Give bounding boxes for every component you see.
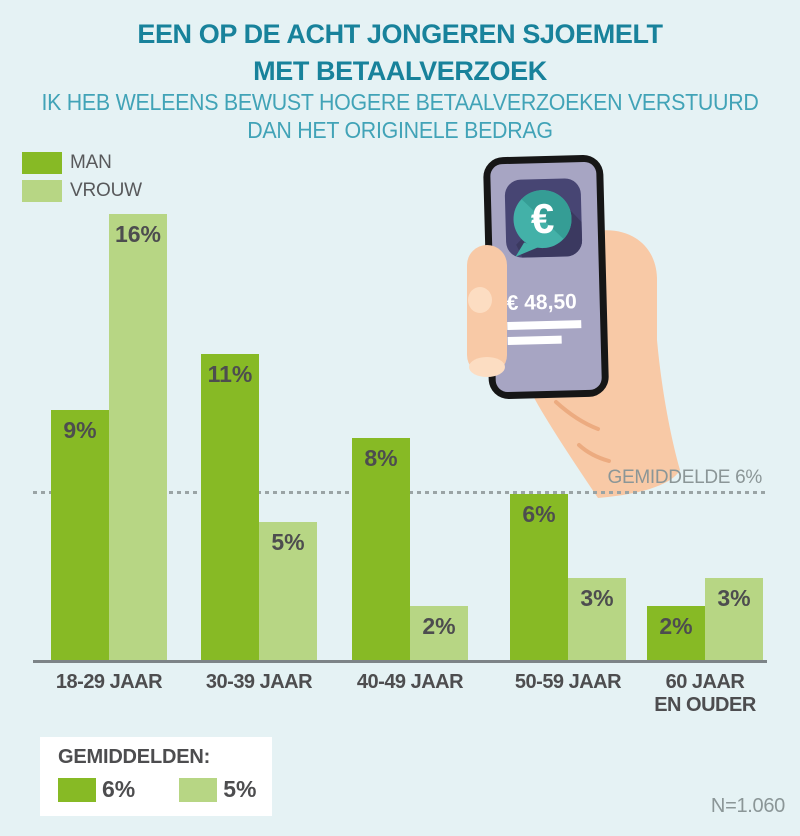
fingernail [468,287,492,313]
hand-holding-phone-illustration: € € 48,50 [467,154,680,498]
bar-group-18-29-jaar: 9% 16% 18-29 JAAR [51,0,167,693]
legend-item-vrouw: VROUW [22,180,142,202]
title-line-1: EEN OP DE ACHT JONGEREN SJOEMELT [137,19,663,49]
man-average-swatch [58,777,96,802]
euro-symbol: € [530,195,555,243]
screen-text-placeholder-bar [507,335,562,346]
sample-size-label: N=1.060 [710,795,785,817]
x-axis-line [33,660,767,663]
vrouw-average-swatch [179,777,218,802]
bar-value-label: 2% [659,613,693,639]
bar-vrouw-50-59-jaar: 3% [568,578,626,662]
screen-text-placeholder-bar [507,320,582,331]
bar-value-label: 3% [717,585,751,611]
wrist-crease-line [554,400,600,431]
bar-group-60-jaar-en-ouder: 2% 3% 60 JAAR EN OUDER [647,0,763,716]
bar-vrouw-18-29-jaar: 16% [109,214,167,662]
legend-label-vrouw: VROUW [70,180,142,201]
bar-man-30-39-jaar: 11% [201,354,259,662]
euro-speech-bubble-icon: € [504,178,583,258]
vrouw-average-value: 5% [223,776,257,802]
x-tick-label: 18-29 JAAR [55,671,163,693]
bar-value-label: 3% [580,585,614,611]
man-color-swatch [22,152,62,174]
x-tick-label: 30-39 JAAR [205,671,313,693]
averages-box-row: 6% 5% [58,776,272,803]
bar-man-60-jaar-en-ouder: 2% [647,606,705,662]
subtitle-line-1: IK HEB WELEENS BEWUST HOGERE BETAALVERZO… [41,89,759,115]
smartphone-illustration: € € 48,50 [483,154,609,400]
bar-vrouw-40-49-jaar: 2% [410,606,468,662]
thumb-illustration [467,245,507,377]
bar-vrouw-60-jaar-en-ouder: 3% [705,578,763,662]
subtitle-line-2: DAN HET ORIGINELE BEDRAG [247,117,553,143]
x-tick-label: 60 JAAR EN OUDER [654,671,756,716]
legend-label-man: MAN [70,152,112,173]
x-tick-label: 50-59 JAAR [514,671,622,693]
page-title: EEN OP DE ACHT JONGEREN SJOEMELT MET BET… [0,16,800,90]
bar-value-label: 9% [63,417,97,443]
average-line-label: GEMIDDELDE 6% [607,467,763,488]
vrouw-color-swatch [22,180,62,202]
bar-value-label: 5% [271,529,305,555]
bar-vrouw-30-39-jaar: 5% [259,522,317,662]
legend-item-man: MAN [22,152,142,174]
man-average-value: 6% [102,776,136,802]
fingernail [469,357,505,377]
bar-group-50-59-jaar: 6% 3% 50-59 JAAR [510,0,626,693]
bar-value-label: 11% [207,361,253,387]
wrist-crease-line [577,443,611,463]
bar-value-label: 8% [364,445,398,471]
bar-man-50-59-jaar: 6% [510,494,568,662]
payment-amount-text: € 48,50 [506,290,577,315]
bar-value-label: 6% [522,501,556,527]
bar-group-40-49-jaar: 8% 2% 40-49 JAAR [352,0,468,693]
bar-group-30-39-jaar: 11% 5% 30-39 JAAR [201,0,317,693]
bar-chart-plot-area: 9% 16% 18-29 JAAR 11% 5% 30-39 JAAR 8% 2% 40-49 … [33,0,767,716]
bar-value-label: 2% [422,613,456,639]
x-tick-label: 40-49 JAAR [356,671,464,693]
averages-box-title: GEMIDDELDEN: [58,746,211,768]
bar-value-label: 16% [114,221,162,247]
bar-man-18-29-jaar: 9% [51,410,109,662]
bar-man-40-49-jaar: 8% [352,438,410,662]
title-line-2: MET BETAALVERZOEK [253,56,547,86]
page-subtitle: IK HEB WELEENS BEWUST HOGERE BETAALVERZO… [28,88,772,144]
chart-legend: MAN VROUW [22,152,142,208]
averages-box: GEMIDDELDEN: 6% 5% [40,737,272,816]
